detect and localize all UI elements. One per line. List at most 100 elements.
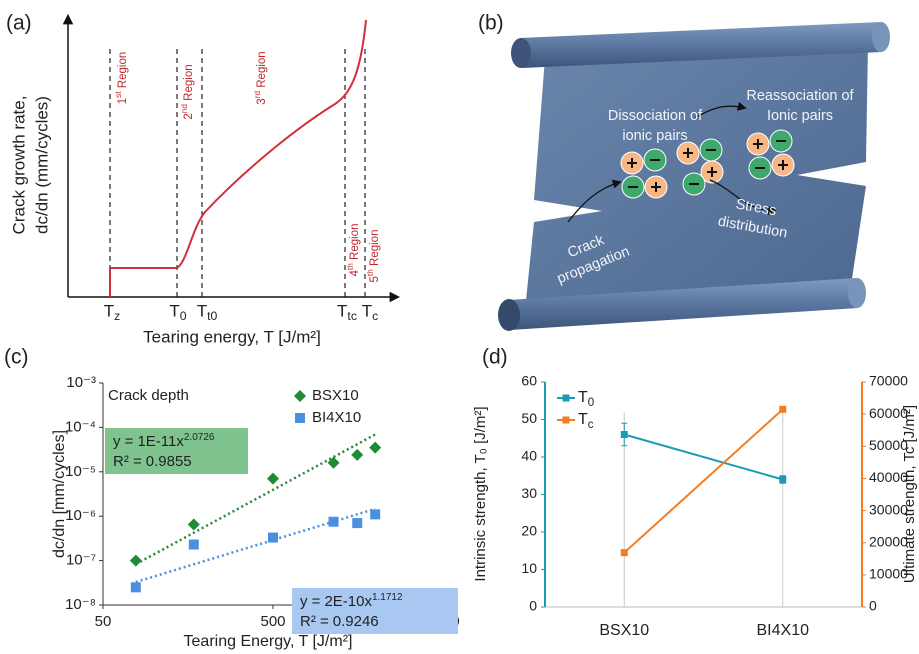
annotation: ionic pairs xyxy=(622,128,687,144)
point xyxy=(268,533,278,543)
point xyxy=(351,449,363,461)
y-tick-label: 20 xyxy=(521,523,537,539)
x-tick-label: BI4X10 xyxy=(757,622,810,639)
legend-marker xyxy=(295,413,305,423)
point xyxy=(189,540,199,550)
roll-end xyxy=(498,299,520,331)
legend-label: BSX10 xyxy=(312,387,359,404)
panel-label: (c) xyxy=(4,346,29,369)
point xyxy=(352,518,362,528)
region-label: 1st Region xyxy=(114,52,129,104)
threshold-label: Ttc xyxy=(337,301,357,323)
text-part: R² = xyxy=(300,613,329,630)
y-tick-label: 10⁻⁷ xyxy=(66,552,96,569)
x-tick-label: BSX10 xyxy=(599,622,649,639)
point xyxy=(131,582,141,592)
panel-label: (d) xyxy=(482,346,508,369)
legend-marker xyxy=(563,417,570,424)
y-tick-label: 0 xyxy=(529,598,537,614)
legend-label: T0 xyxy=(578,389,594,409)
panel-a: (a) xyxy=(6,12,398,297)
text-part: c xyxy=(372,309,378,323)
point xyxy=(779,406,786,413)
text-part: tc xyxy=(347,309,357,323)
figure: (a) (b) Crack growth rate,dc/dn (mm/cycl… xyxy=(0,0,919,654)
point xyxy=(779,476,786,483)
y-tick-label: 30 xyxy=(521,485,537,501)
point xyxy=(369,442,381,454)
y-tick-label: 60 xyxy=(521,373,537,389)
y2-axis-label: Ultimate strength, Tc [J/m²] xyxy=(901,405,918,583)
text-part: 0.9855 xyxy=(146,453,192,470)
y-tick-label: 10⁻⁶ xyxy=(65,507,96,524)
text-part: 2.0726 xyxy=(184,432,215,443)
x-tick-label: 50 xyxy=(95,613,112,630)
point xyxy=(188,519,200,531)
page: (a) (b) Crack growth rate,dc/dn (mm/cycl… xyxy=(0,0,919,654)
text-part: Region xyxy=(369,230,381,270)
text-part: t0 xyxy=(207,309,217,323)
y-axis-label: dc/dn [mm/cycles] xyxy=(51,430,68,558)
y-tick-label: 50 xyxy=(521,410,537,426)
region-label: 3rd Region xyxy=(253,51,268,104)
y-tick-label: 40 xyxy=(521,448,537,464)
annotation: Dissociation of xyxy=(608,108,703,124)
threshold-label: Tt0 xyxy=(197,301,218,323)
region-label: 2nd Region xyxy=(180,64,195,119)
x-axis-label: Tearing Energy, T [J/m²] xyxy=(184,633,353,650)
x-axis-label: Tearing energy, T [J/m²] xyxy=(143,327,321,346)
text-part: 1.1712 xyxy=(372,592,403,603)
y-tick-label: 10⁻³ xyxy=(66,374,96,391)
point xyxy=(329,517,339,527)
y2-tick-label: 70000 xyxy=(869,373,908,389)
series-line xyxy=(624,409,783,552)
point xyxy=(267,473,279,485)
y-tick-label: 10 xyxy=(521,560,537,576)
text-part: 2E-10 xyxy=(324,593,364,610)
crack-growth-curve xyxy=(110,20,366,297)
legend-label: BI4X10 xyxy=(312,409,361,426)
text-part: Region xyxy=(256,51,268,91)
roll-end xyxy=(511,38,531,68)
roll-end xyxy=(848,278,866,308)
threshold-label: Tz xyxy=(104,301,121,323)
point xyxy=(370,509,380,519)
text-part: Region xyxy=(117,52,129,92)
annotation: Ionic pairs xyxy=(767,108,833,124)
panel-label: (a) xyxy=(6,12,32,35)
threshold-lines xyxy=(110,48,365,297)
point xyxy=(130,555,142,567)
text-part: 0 xyxy=(180,309,187,323)
y-tick-label: 10⁻⁴ xyxy=(65,418,96,435)
text-part: Region xyxy=(183,64,195,104)
roll-end xyxy=(872,22,890,52)
legend-marker xyxy=(563,395,570,402)
panel-b: (b) xyxy=(478,12,890,331)
legend-marker xyxy=(294,390,306,402)
text-part: y = xyxy=(113,433,134,450)
y2-tick-label: 0 xyxy=(869,598,877,614)
text-part: R² = xyxy=(113,453,142,470)
panel-label: (b) xyxy=(478,12,504,35)
legend-label: Tc xyxy=(578,411,594,431)
text-part: z xyxy=(114,309,120,323)
annotation: Crack depth xyxy=(108,387,189,404)
y-axis-label: dc/dn (mm/cycles) xyxy=(32,96,51,234)
annotation: Reassociation of xyxy=(746,88,854,104)
y-axis-label: Crack growth rate, xyxy=(9,96,28,235)
threshold-label: Tc xyxy=(362,301,379,323)
text-part: 1E-11 xyxy=(137,433,176,450)
y-tick-label: 10⁻⁸ xyxy=(65,596,96,613)
text-part: c xyxy=(588,419,594,431)
point xyxy=(621,549,628,556)
x-tick-label: 500 xyxy=(260,613,285,630)
r-squared: R² =0.9855 xyxy=(113,453,192,470)
y-tick-label: 10⁻⁵ xyxy=(65,463,96,480)
text-part: 0.9246 xyxy=(333,613,379,630)
r-squared: R² =0.9246 xyxy=(300,613,379,630)
threshold-label: T0 xyxy=(169,301,186,323)
text-part: 0 xyxy=(588,397,594,409)
y-axis-label: Intrinsic strength, T₀ [J/m²] xyxy=(472,406,489,581)
text-part: Region xyxy=(349,224,361,264)
point xyxy=(621,431,628,438)
